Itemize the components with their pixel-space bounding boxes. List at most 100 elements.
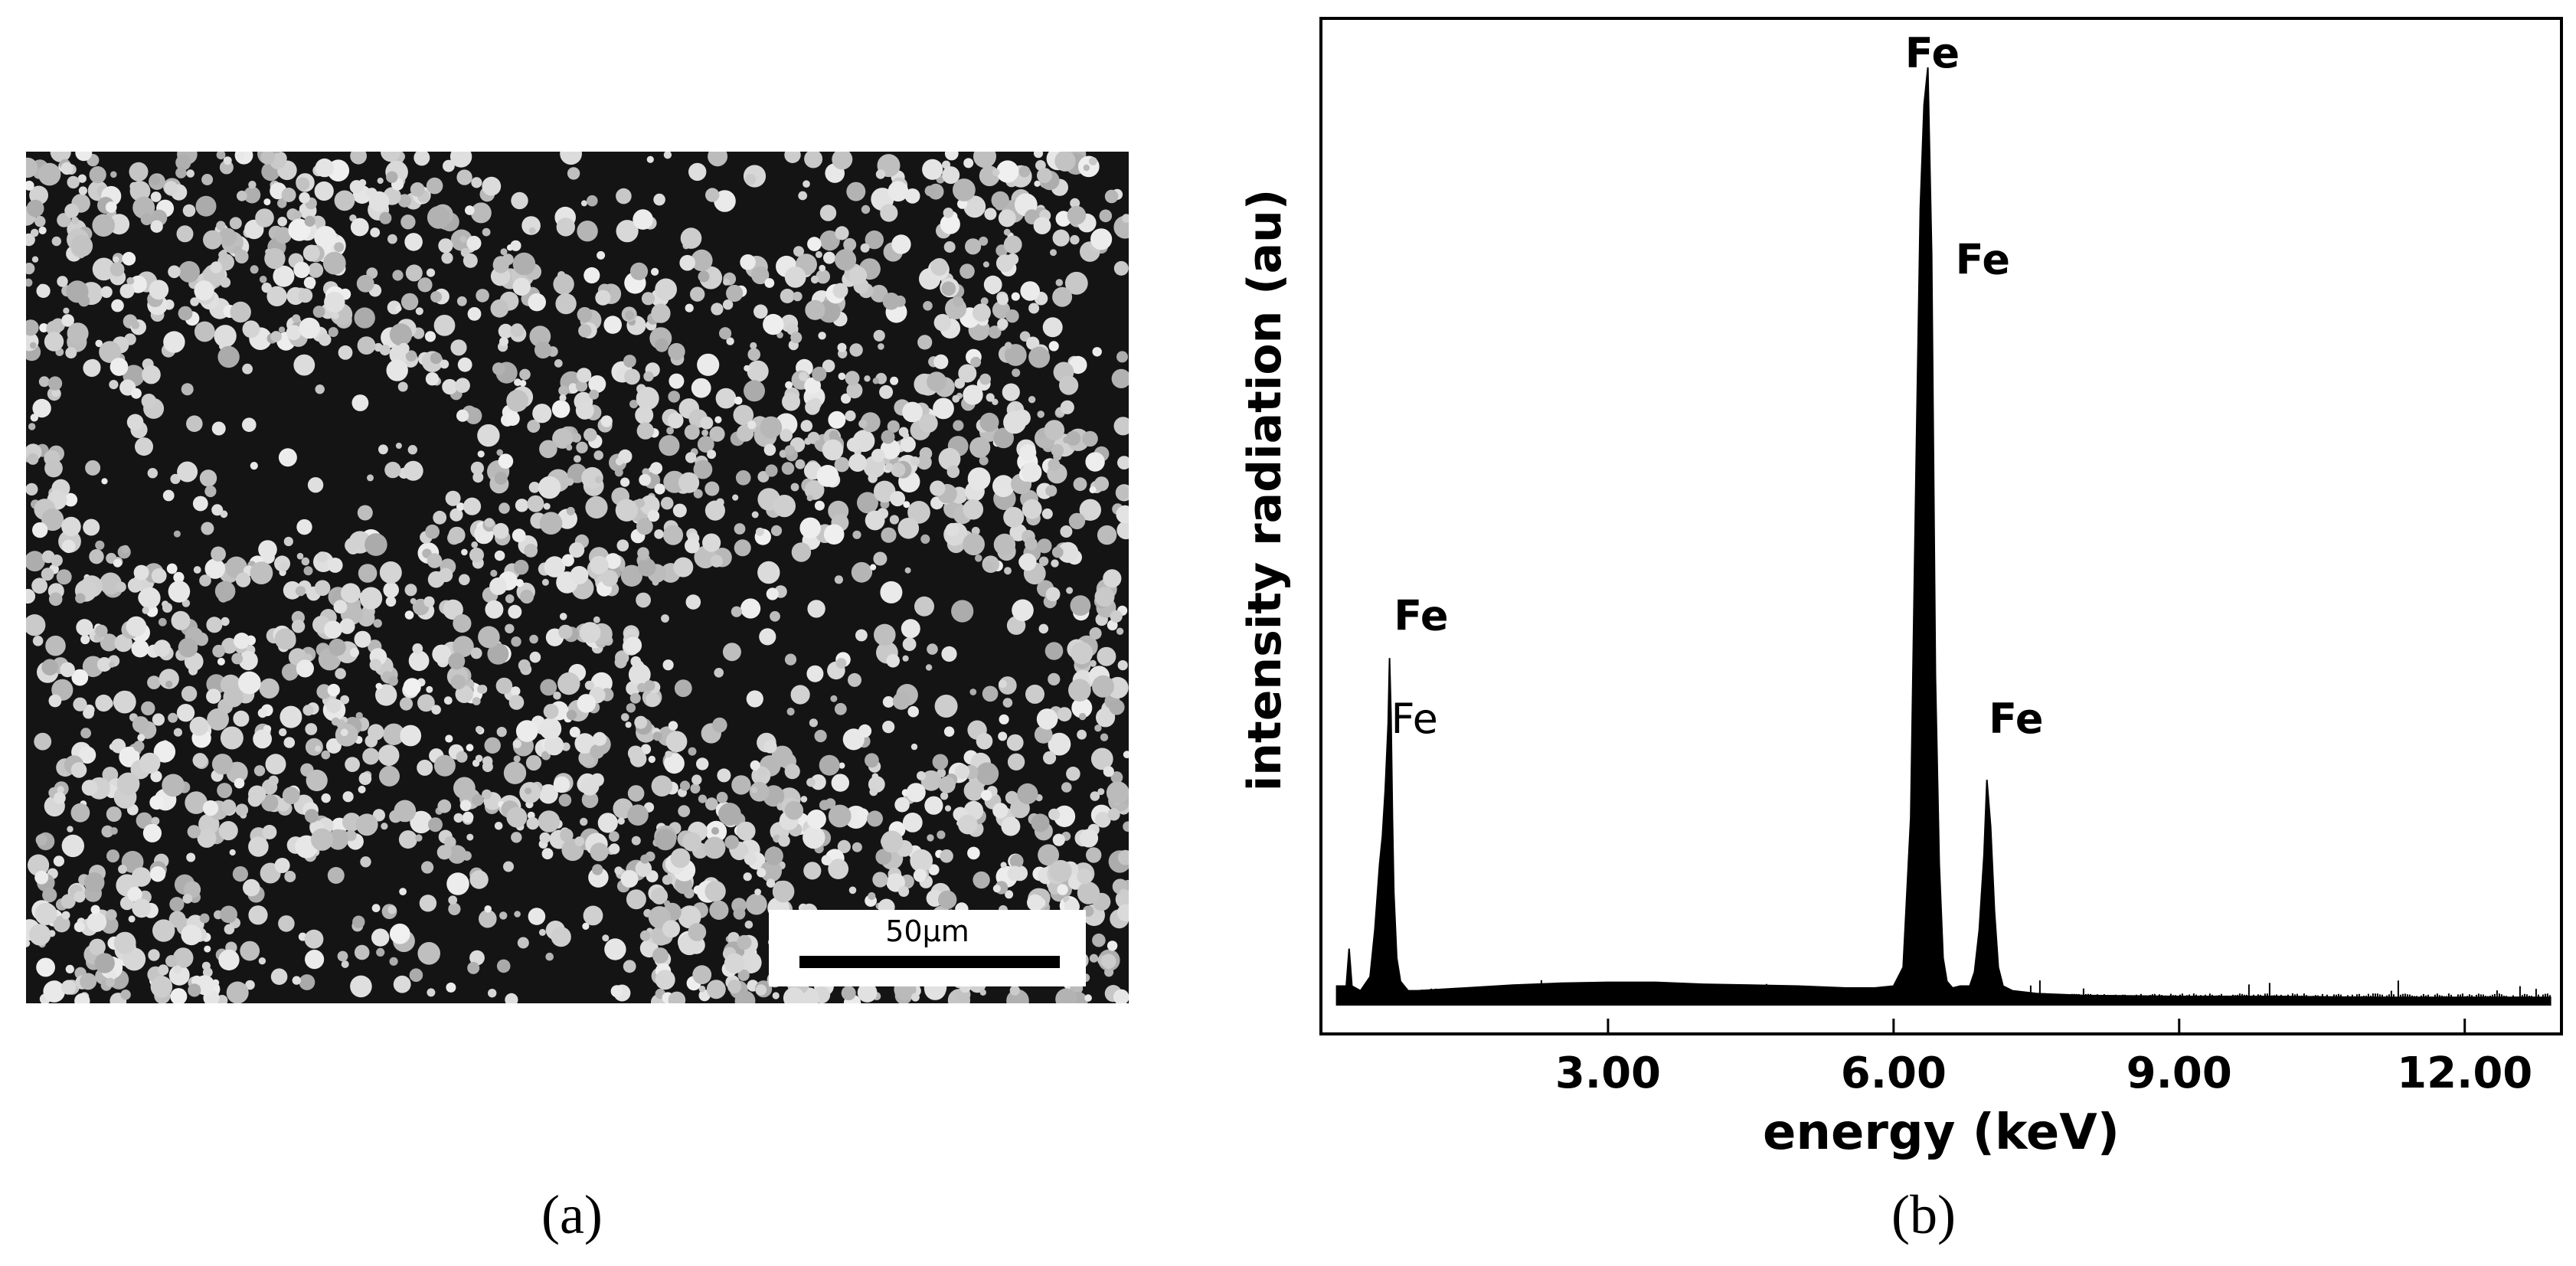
particle [74, 993, 90, 1003]
particle [299, 974, 315, 990]
particle [1003, 411, 1027, 434]
particle [976, 733, 993, 750]
particle [334, 242, 345, 253]
particle [851, 561, 872, 583]
particle [975, 554, 982, 562]
particle [814, 500, 825, 511]
particle [26, 233, 35, 247]
particle [122, 251, 136, 266]
particle [1045, 587, 1061, 602]
particle [940, 214, 960, 234]
particle [790, 332, 803, 344]
particle [445, 490, 461, 506]
particle [917, 770, 926, 780]
particle [714, 416, 722, 424]
particle [652, 947, 669, 964]
particle [791, 542, 812, 562]
particle [626, 703, 636, 713]
particle [511, 191, 528, 210]
particle [799, 371, 808, 381]
particle [399, 697, 414, 711]
particle [270, 331, 282, 342]
particle [770, 525, 783, 536]
particle [487, 643, 509, 665]
particle [456, 751, 468, 763]
particle [1045, 485, 1058, 497]
particle [51, 388, 60, 397]
particle [819, 264, 826, 272]
particle [848, 672, 861, 687]
particle [880, 581, 903, 604]
particle [278, 326, 286, 333]
particle [662, 659, 674, 671]
particle [358, 564, 378, 583]
particle [998, 209, 1016, 227]
particle [426, 685, 433, 693]
particle [1117, 660, 1128, 671]
particle [139, 587, 161, 609]
particle [385, 596, 397, 607]
particle [914, 596, 934, 617]
x-tick-label: 12.00 [2397, 1048, 2532, 1098]
particle [150, 220, 163, 233]
particle [834, 575, 843, 584]
particle [277, 198, 287, 208]
particle [101, 478, 108, 485]
particle [799, 517, 821, 539]
particle [340, 695, 349, 705]
particle [470, 202, 492, 224]
particle [31, 256, 39, 263]
particle [1033, 152, 1044, 159]
particle [1064, 271, 1088, 295]
particle [942, 166, 960, 185]
particle [1061, 782, 1072, 793]
particle [424, 331, 436, 342]
particle [554, 359, 563, 368]
particle [571, 433, 581, 443]
particle [1099, 209, 1113, 223]
particle [448, 902, 461, 915]
x-axis-label: energy (keV) [1763, 1104, 2120, 1161]
particle [78, 186, 87, 195]
particle [841, 393, 852, 404]
particle [383, 723, 405, 745]
particle [1079, 712, 1087, 721]
particle [349, 180, 364, 194]
particle [588, 375, 606, 393]
particle [383, 582, 399, 598]
particle [265, 754, 286, 775]
particle [804, 152, 823, 168]
particle [518, 659, 531, 672]
particle [202, 967, 213, 977]
particle [51, 554, 63, 567]
particle [803, 862, 822, 880]
particle [1028, 346, 1051, 368]
particle [57, 786, 64, 793]
particle [784, 764, 800, 780]
particle [1097, 646, 1116, 666]
particle [379, 211, 392, 224]
particle [938, 447, 961, 470]
particle [1085, 452, 1105, 472]
particle [302, 705, 314, 716]
particle [296, 177, 310, 191]
particle [963, 158, 974, 168]
particle [433, 315, 456, 336]
particle [539, 832, 551, 844]
particle [589, 389, 600, 400]
particle [1089, 486, 1097, 494]
particle [1044, 420, 1065, 440]
particle [214, 325, 237, 348]
particle [579, 622, 601, 643]
particle [453, 613, 472, 633]
particle [781, 462, 795, 475]
particle [1060, 400, 1074, 414]
particle [512, 277, 531, 296]
particle [1107, 941, 1118, 951]
particle [247, 792, 263, 807]
particle [1048, 672, 1061, 686]
particle [168, 581, 191, 603]
particle [684, 424, 700, 440]
particle [577, 694, 597, 713]
